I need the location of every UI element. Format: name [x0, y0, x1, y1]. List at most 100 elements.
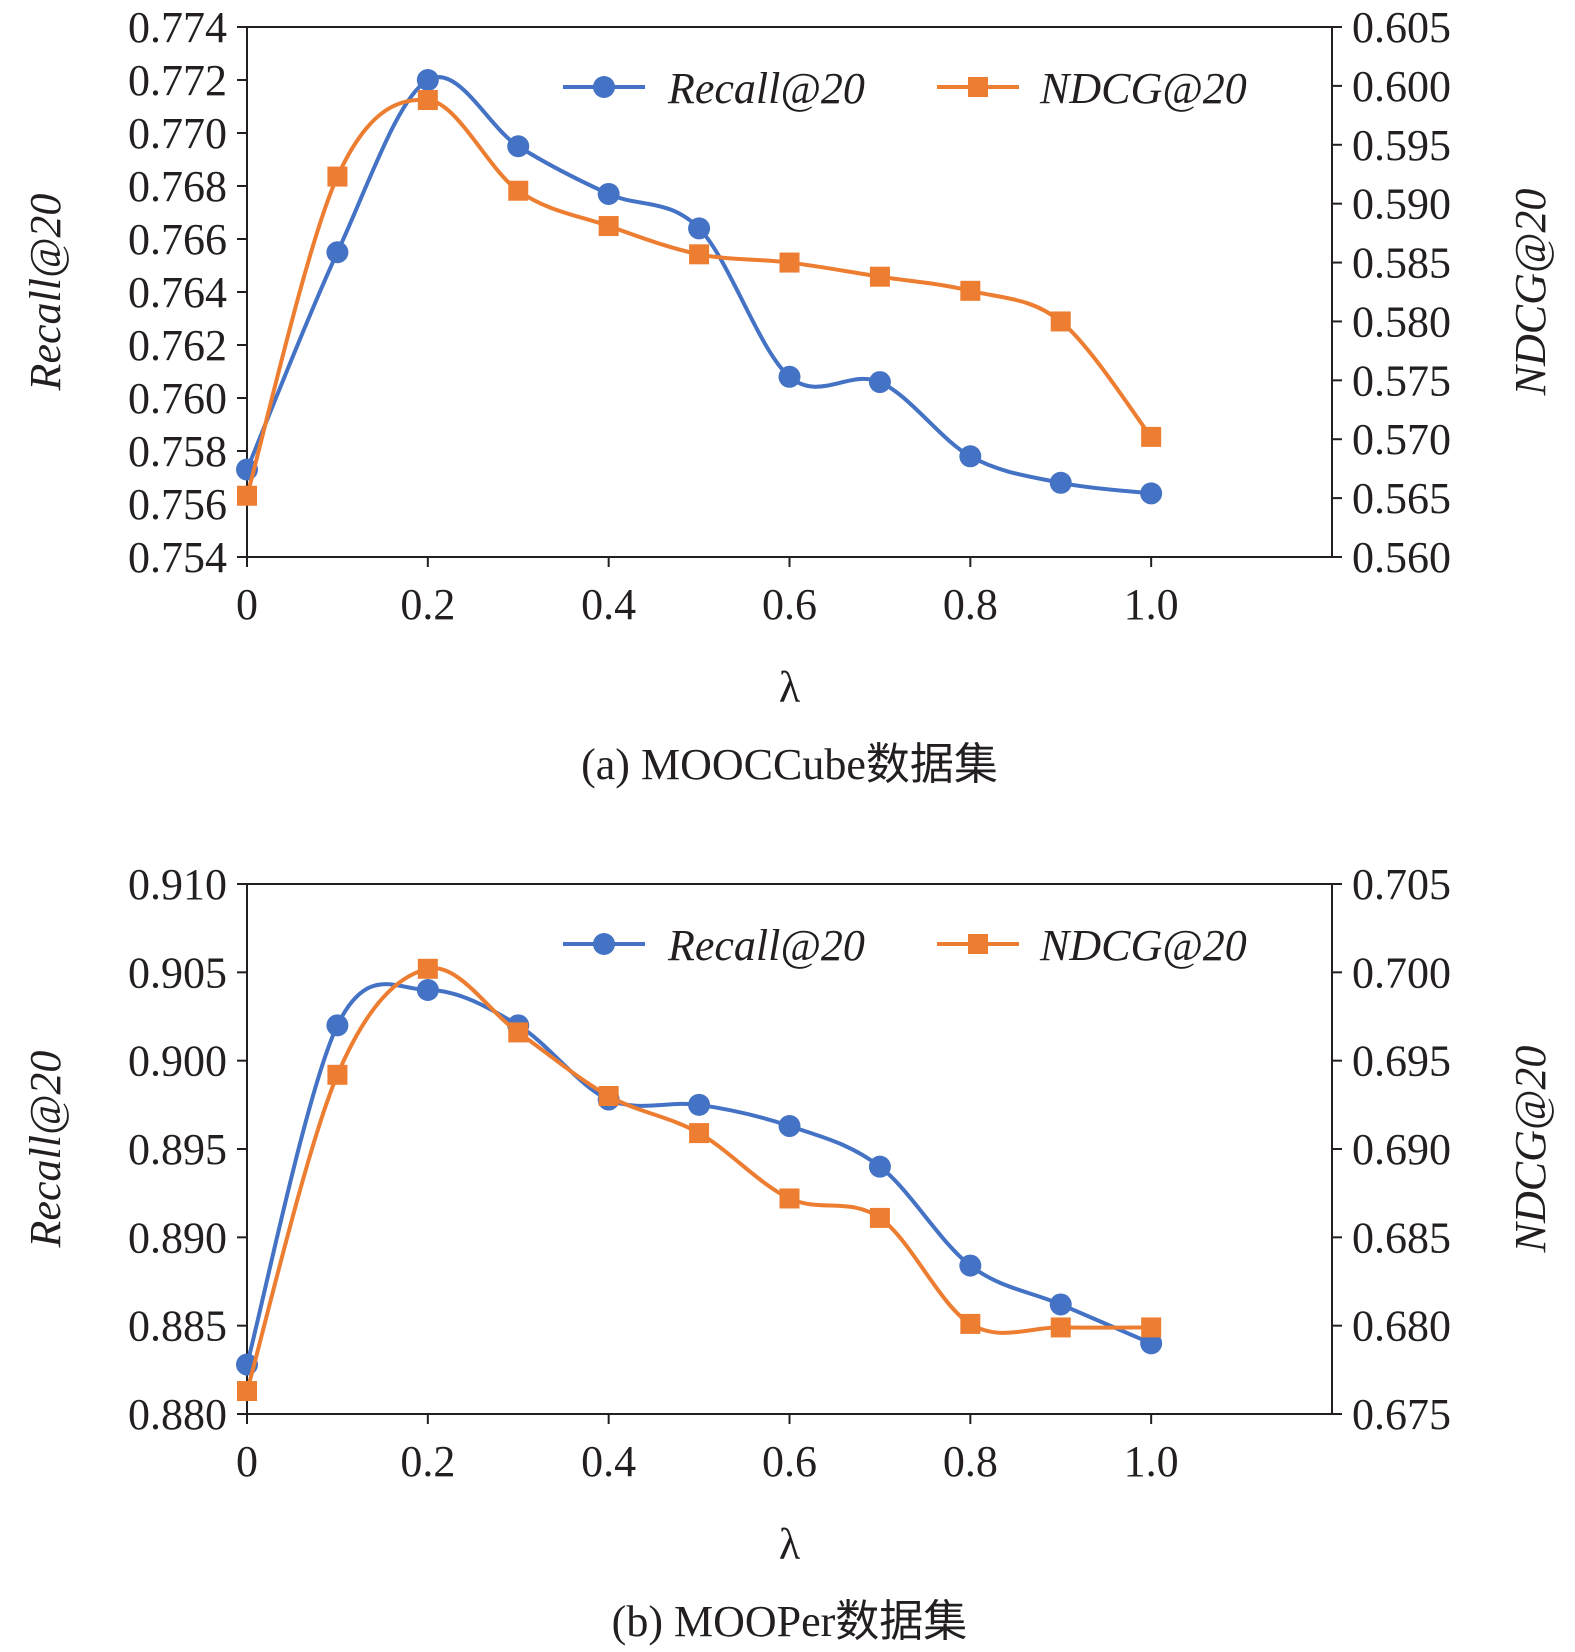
data-point-ndcg — [327, 166, 348, 187]
series-line-ndcg — [245, 97, 1153, 497]
legend-marker-recall — [593, 933, 615, 955]
data-point-ndcg — [869, 266, 890, 287]
data-point-recall — [1049, 471, 1072, 494]
series-line-recall — [245, 75, 1152, 496]
legend-marker-ndcg — [968, 77, 988, 97]
y-tick-label: 0.754 — [128, 533, 227, 582]
data-point-recall — [778, 365, 801, 388]
y2-tick-label: 0.590 — [1352, 180, 1451, 229]
y-tick-label: 0.766 — [128, 215, 227, 264]
legend-label: NDCG@20 — [1039, 64, 1247, 113]
y2-tick-label: 0.600 — [1352, 62, 1451, 111]
y2-tick-label: 0.700 — [1352, 948, 1451, 997]
x-tick-label: 0 — [236, 580, 258, 629]
y-tick-label: 0.895 — [128, 1125, 227, 1174]
data-point-ndcg — [689, 244, 710, 265]
y2-tick-label: 0.570 — [1352, 415, 1451, 464]
y-tick-label: 0.762 — [128, 321, 227, 370]
data-point-ndcg — [508, 1022, 529, 1043]
y2-tick-label: 0.685 — [1352, 1213, 1451, 1262]
data-point-recall — [868, 1155, 891, 1178]
y2-tick-label: 0.580 — [1352, 297, 1451, 346]
data-point-ndcg — [598, 216, 619, 237]
data-point-ndcg — [237, 1381, 257, 1402]
y2-tick-label: 0.575 — [1352, 356, 1451, 405]
figure-caption: (a) MOOCCube数据集 — [581, 740, 998, 789]
data-point-ndcg — [869, 1207, 890, 1228]
data-point-recall — [1049, 1293, 1072, 1316]
y-tick-label: 0.756 — [128, 480, 227, 529]
y-tick-label: 0.760 — [128, 374, 227, 423]
y-tick-label: 0.772 — [128, 56, 227, 105]
y2-tick-label: 0.585 — [1352, 239, 1451, 288]
data-point-ndcg — [417, 958, 438, 979]
y-axis-title: Recall@20 — [21, 1051, 70, 1249]
y-tick-label: 0.768 — [128, 162, 227, 211]
y2-tick-label: 0.675 — [1352, 1390, 1451, 1439]
data-point-recall — [597, 182, 620, 205]
y-axis-title: Recall@20 — [21, 194, 70, 392]
data-point-ndcg — [508, 180, 529, 201]
data-point-ndcg — [237, 485, 257, 506]
x-tick-label: 0.2 — [400, 580, 455, 629]
legend-label: Recall@20 — [667, 64, 865, 113]
figure-caption: (b) MOOPer数据集 — [612, 1597, 968, 1646]
y-tick-label: 0.880 — [128, 1390, 227, 1439]
y-tick-label: 0.885 — [128, 1302, 227, 1351]
data-point-recall — [416, 979, 439, 1001]
data-point-ndcg — [779, 252, 800, 273]
y2-tick-label: 0.690 — [1352, 1125, 1451, 1174]
data-point-ndcg — [689, 1123, 710, 1144]
y2-tick-label: 0.605 — [1352, 3, 1451, 52]
y2-tick-label: 0.560 — [1352, 533, 1451, 582]
y2-tick-label: 0.705 — [1352, 860, 1451, 909]
x-axis-title: λ — [779, 1520, 801, 1569]
data-point-ndcg — [1050, 311, 1071, 332]
y-tick-label: 0.758 — [128, 427, 227, 476]
data-point-recall — [778, 1115, 801, 1138]
data-point-recall — [326, 241, 349, 264]
series-line-recall — [245, 982, 1152, 1366]
x-tick-label: 0.6 — [762, 1437, 817, 1486]
data-point-ndcg — [1141, 1317, 1162, 1338]
y2-axis-title: NDCG@20 — [1506, 189, 1555, 397]
x-tick-label: 0.8 — [943, 1437, 998, 1486]
data-point-ndcg — [327, 1064, 348, 1085]
x-tick-label: 0.8 — [943, 580, 998, 629]
y-tick-label: 0.890 — [128, 1213, 227, 1262]
chart-panel-a: 0.7540.7560.7580.7600.7620.7640.7660.768… — [21, 3, 1555, 789]
data-point-recall — [688, 217, 711, 240]
y2-tick-label: 0.680 — [1352, 1302, 1451, 1351]
x-tick-label: 0.4 — [581, 1437, 636, 1486]
x-tick-label: 0.6 — [762, 580, 817, 629]
y-tick-label: 0.900 — [128, 1037, 227, 1086]
legend-label: Recall@20 — [667, 921, 865, 970]
data-point-recall — [416, 69, 439, 91]
y2-tick-label: 0.565 — [1352, 474, 1451, 523]
y-tick-label: 0.910 — [128, 860, 227, 909]
y2-axis-title: NDCG@20 — [1506, 1046, 1555, 1254]
x-tick-label: 0.4 — [581, 580, 636, 629]
y2-tick-label: 0.595 — [1352, 121, 1451, 170]
data-point-recall — [326, 1014, 349, 1037]
data-point-ndcg — [960, 1313, 981, 1334]
data-point-ndcg — [779, 1188, 800, 1209]
data-point-recall — [1140, 1332, 1163, 1355]
y2-tick-label: 0.695 — [1352, 1037, 1451, 1086]
y-tick-label: 0.770 — [128, 109, 227, 158]
data-point-recall — [1140, 482, 1163, 505]
x-tick-label: 1.0 — [1124, 580, 1179, 629]
x-tick-label: 0 — [236, 1437, 258, 1486]
y-tick-label: 0.774 — [128, 3, 227, 52]
data-point-ndcg — [960, 280, 981, 301]
y-tick-label: 0.905 — [128, 948, 227, 997]
chart-panel-b: 0.880 0.885 0.890 0.895 0.900 0.905 0.910 0.675… — [21, 860, 1555, 1646]
data-point-recall — [959, 1254, 982, 1277]
legend-marker-ndcg — [968, 934, 988, 954]
x-tick-label: 0.2 — [400, 1437, 455, 1486]
data-point-recall — [688, 1093, 711, 1116]
legend-marker-recall — [593, 76, 615, 98]
y-tick-label: 0.764 — [128, 268, 227, 317]
data-point-recall — [868, 371, 891, 394]
